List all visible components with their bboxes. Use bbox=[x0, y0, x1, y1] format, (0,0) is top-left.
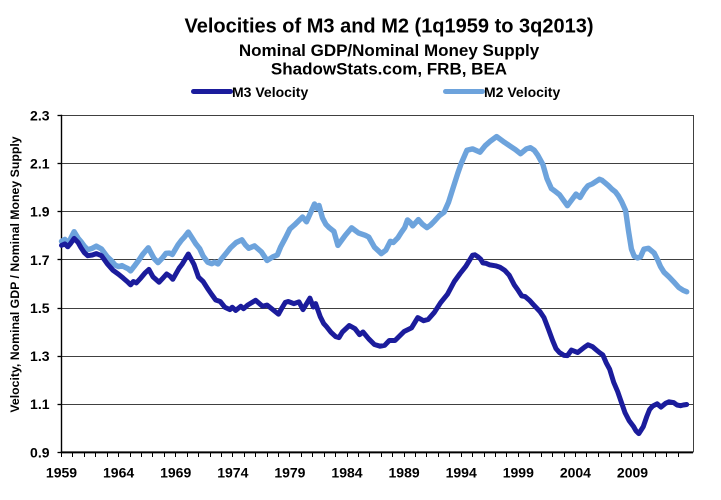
svg-text:0.9: 0.9 bbox=[30, 444, 50, 460]
svg-text:1.1: 1.1 bbox=[30, 396, 50, 412]
svg-text:1.7: 1.7 bbox=[30, 252, 50, 268]
svg-text:2004: 2004 bbox=[560, 465, 591, 481]
svg-text:1.3: 1.3 bbox=[30, 348, 50, 364]
svg-text:1974: 1974 bbox=[217, 465, 248, 481]
svg-text:2.1: 2.1 bbox=[30, 156, 50, 172]
svg-text:1959: 1959 bbox=[46, 465, 77, 481]
svg-text:M3 Velocity: M3 Velocity bbox=[232, 84, 308, 100]
svg-text:1994: 1994 bbox=[446, 465, 477, 481]
svg-text:1989: 1989 bbox=[389, 465, 420, 481]
svg-text:1.9: 1.9 bbox=[30, 204, 50, 220]
svg-text:M2 Velocity: M2 Velocity bbox=[484, 84, 560, 100]
svg-text:2009: 2009 bbox=[617, 465, 648, 481]
svg-text:Velocities of M3 and M2 (1q195: Velocities of M3 and M2 (1q1959 to 3q201… bbox=[184, 16, 593, 38]
svg-text:2.3: 2.3 bbox=[30, 107, 50, 123]
svg-text:1.5: 1.5 bbox=[30, 300, 50, 316]
svg-text:1969: 1969 bbox=[160, 465, 191, 481]
svg-text:1984: 1984 bbox=[331, 465, 362, 481]
svg-text:Nominal GDP/Nominal Money Supp: Nominal GDP/Nominal Money Supply bbox=[239, 41, 540, 60]
svg-text:1979: 1979 bbox=[274, 465, 305, 481]
svg-text:Velocity, Nominal GDP / Nomina: Velocity, Nominal GDP / Nominal Money Su… bbox=[8, 136, 22, 412]
svg-text:1964: 1964 bbox=[103, 465, 134, 481]
svg-text:ShadowStats.com, FRB, BEA: ShadowStats.com, FRB, BEA bbox=[271, 60, 507, 79]
svg-text:1999: 1999 bbox=[503, 465, 534, 481]
